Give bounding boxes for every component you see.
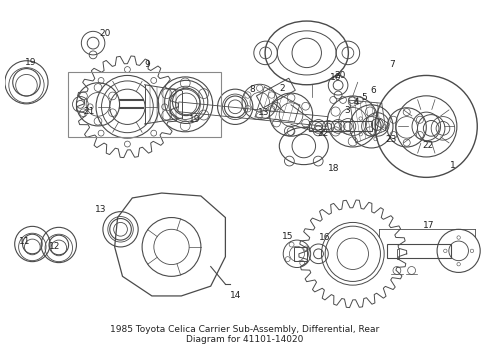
Text: 13: 13 xyxy=(95,205,107,214)
Text: 10: 10 xyxy=(330,73,342,82)
Text: 19: 19 xyxy=(189,115,200,124)
Text: 7: 7 xyxy=(389,60,395,69)
Text: 9: 9 xyxy=(144,60,150,69)
Text: 18: 18 xyxy=(328,164,340,173)
Text: 13: 13 xyxy=(258,108,269,117)
Text: 17: 17 xyxy=(422,221,434,230)
Text: 22: 22 xyxy=(317,129,328,138)
Text: Diagram for 41101-14020: Diagram for 41101-14020 xyxy=(186,335,304,344)
Text: 6: 6 xyxy=(370,86,376,95)
Text: 5: 5 xyxy=(362,93,368,102)
Text: 3: 3 xyxy=(344,106,350,115)
Text: 12: 12 xyxy=(49,242,60,251)
Text: 15: 15 xyxy=(282,232,293,241)
Text: 19: 19 xyxy=(24,58,36,67)
Text: 11: 11 xyxy=(19,237,30,246)
Text: 20: 20 xyxy=(334,71,346,80)
Text: 16: 16 xyxy=(318,233,330,242)
Text: 14: 14 xyxy=(229,292,241,301)
Text: 1985 Toyota Celica Carrier Sub-Assembly, Differential, Rear: 1985 Toyota Celica Carrier Sub-Assembly,… xyxy=(110,325,380,334)
Text: 1: 1 xyxy=(450,161,456,170)
Text: 23: 23 xyxy=(385,135,396,144)
Text: 22: 22 xyxy=(422,141,433,150)
Text: 8: 8 xyxy=(249,85,255,94)
Text: 21: 21 xyxy=(84,107,95,116)
Text: 4: 4 xyxy=(354,98,360,107)
Text: 2: 2 xyxy=(279,84,285,93)
Text: 20: 20 xyxy=(99,29,111,38)
